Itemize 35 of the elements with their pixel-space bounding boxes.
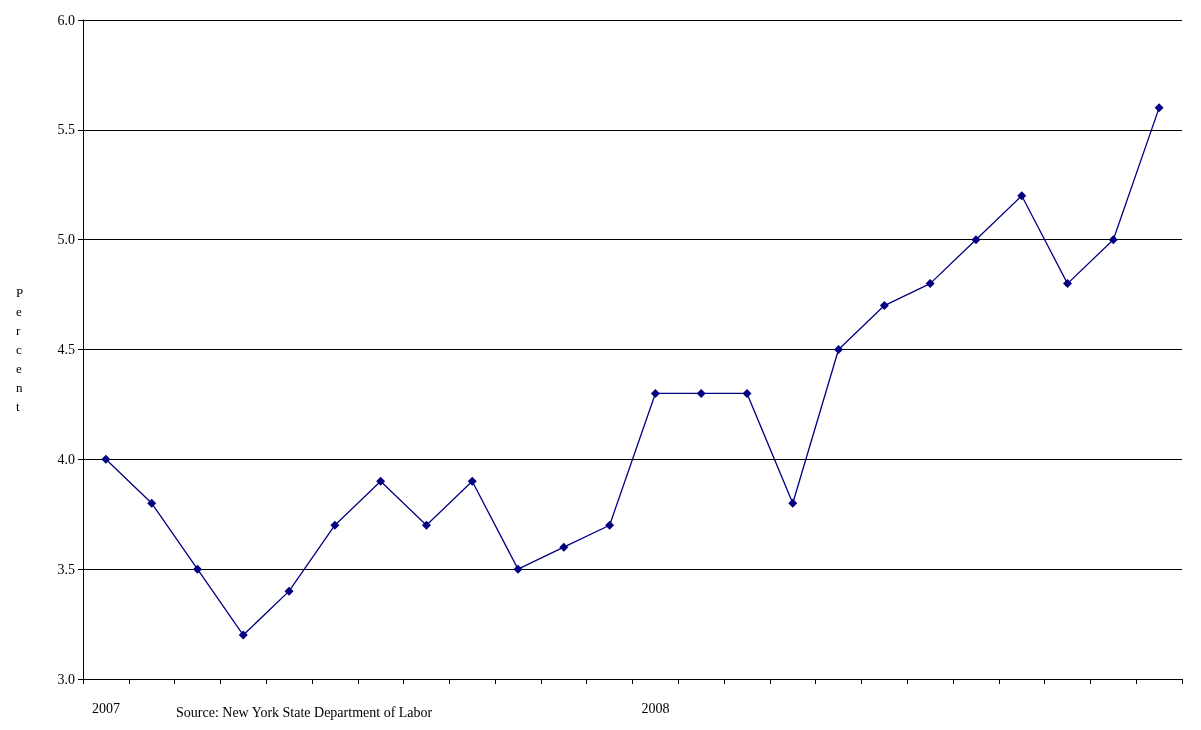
point [192,564,202,574]
point [1063,279,1073,289]
point [696,388,706,398]
y-axis-title: Percent [16,285,24,414]
point [238,630,248,640]
y-tick-label: 4.5 [57,342,75,357]
point [650,388,660,398]
point [742,388,752,398]
y-tick-label: 4.0 [57,451,75,467]
source-note: Source: New York State Department of Labor [176,704,433,720]
point [834,345,844,354]
point [421,520,431,530]
point [605,520,615,530]
point [1108,235,1118,245]
point [330,520,340,530]
point [879,301,889,311]
point [559,542,569,552]
x-tick-label: 2007 [91,700,120,716]
point [1154,103,1164,113]
point [925,279,935,289]
point [101,454,111,464]
x-tick-label: 2008 [641,700,670,716]
y-tick-label: 3.0 [57,671,75,687]
y-tick-label: 5.0 [57,232,75,248]
point [467,476,477,486]
y-tick-label: 3.5 [57,561,75,577]
point [284,586,294,596]
y-tick-label: 6.0 [57,12,75,28]
y-tick-label: 5.5 [57,122,75,138]
point [788,498,798,508]
point [971,235,981,245]
point [147,498,157,508]
point [513,564,523,574]
point [376,476,386,486]
point [1017,191,1027,201]
